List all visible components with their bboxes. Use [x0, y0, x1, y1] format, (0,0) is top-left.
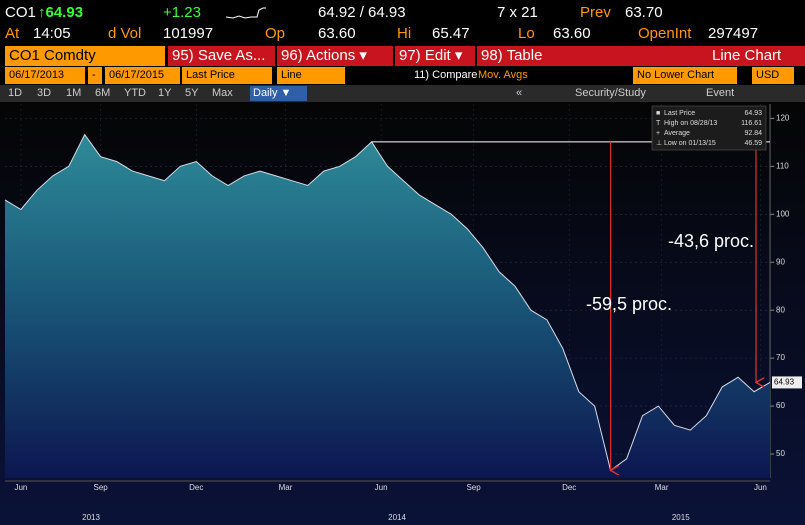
legend-icon: ⊥: [656, 140, 662, 147]
range-button[interactable]: 1Y: [158, 87, 172, 99]
legend-icon: ■: [656, 110, 660, 117]
size: 7 x 21: [497, 4, 538, 21]
range-button[interactable]: Max: [212, 87, 233, 99]
prev-label: Prev: [580, 4, 611, 21]
range-button[interactable]: 6M: [95, 87, 111, 99]
high-label: Hi: [397, 25, 412, 42]
legend-label: High on 08/28/13: [664, 120, 717, 127]
y-tick-label: 100: [776, 209, 790, 218]
style-select[interactable]: Line: [277, 67, 345, 84]
y-tick-label: 90: [776, 257, 785, 266]
price-line: [4, 133, 771, 472]
legend-label: Last Price: [664, 110, 695, 117]
open-interest: 297497: [708, 25, 759, 42]
x-tick-label: Jun: [754, 483, 767, 492]
vol-label: d Vol: [108, 25, 142, 42]
chart: 50 60 70 80 90 100 110 120 Jun Sep Dec Mar Jun Sep Dec…: [0, 102, 805, 525]
legend-icon: T: [656, 120, 661, 127]
x-tick-label: Dec: [189, 483, 203, 492]
y-tick-label: 50: [776, 449, 785, 458]
year-label: 2014: [388, 513, 406, 522]
legend-label: Average: [664, 130, 690, 137]
change: +1.23: [163, 4, 201, 21]
event-button[interactable]: Event: [706, 87, 735, 99]
range-button[interactable]: 1M: [66, 87, 82, 99]
last-price-tag-label: 64.93: [774, 378, 795, 387]
low-label: Lo: [518, 25, 535, 42]
at-label: At: [5, 25, 20, 42]
legend-label: Low on 01/13/15: [664, 140, 716, 147]
compare-button[interactable]: 11) Compare: [414, 69, 478, 81]
toolbar-button[interactable]: 98) Table: [475, 46, 575, 66]
x-tick-label: Jun: [375, 483, 388, 492]
range-button[interactable]: YTD: [124, 87, 146, 99]
last-price-tag: [772, 376, 802, 389]
prev: 63.70: [625, 4, 663, 21]
y-tick-label: 70: [776, 353, 785, 362]
date-dash: -: [88, 67, 102, 84]
toolbar-button[interactable]: 97) Edit ▾: [393, 46, 471, 66]
start-date[interactable]: 06/17/2013: [5, 67, 85, 84]
x-tick-label: Jun: [14, 483, 27, 492]
x-tick-label: Mar: [655, 483, 669, 492]
y-tick-label: 80: [776, 305, 785, 314]
field-select[interactable]: Last Price: [182, 67, 272, 84]
security-input[interactable]: CO1 Comdty: [5, 46, 165, 66]
legend-icon: +: [656, 130, 660, 137]
toolbar-button[interactable]: 95) Save As...: [172, 47, 266, 64]
ticker: CO1: [5, 4, 36, 21]
volume: 101997: [163, 25, 214, 42]
chart-kind[interactable]: Line Chart: [712, 47, 782, 64]
range-button[interactable]: 5Y: [185, 87, 199, 99]
high: 65.47: [432, 25, 470, 42]
range-bar: [0, 85, 805, 102]
range-button[interactable]: 1D: [8, 87, 23, 99]
year-label: 2013: [82, 513, 100, 522]
oi-label: OpenInt: [638, 25, 692, 42]
legend-value: 64.93: [744, 110, 762, 117]
legend-box: [651, 105, 767, 151]
currency-select[interactable]: USD: [752, 67, 794, 84]
annotation: -59,5 proc.: [586, 294, 672, 314]
open-label: Op: [265, 25, 286, 42]
y-tick-label: 60: [776, 401, 785, 410]
open: 63.60: [318, 25, 356, 42]
y-tick-label: 120: [776, 113, 790, 122]
period-select[interactable]: Daily ▼: [250, 86, 307, 101]
toolbar-bar: [168, 46, 805, 66]
year-label: 2015: [672, 513, 690, 522]
range-button[interactable]: 3D: [37, 87, 52, 99]
legend-value: 92.84: [744, 130, 762, 137]
bid-ask: 64.92 / 64.93: [318, 4, 406, 21]
x-tick-label: Sep: [94, 483, 109, 492]
y-tick-label: 110: [776, 161, 789, 170]
low: 63.60: [553, 25, 591, 42]
last-price: ↑64.93: [38, 4, 84, 21]
legend-value: 116.61: [741, 120, 762, 127]
x-tick-label: Sep: [466, 483, 481, 492]
mov-avgs-button[interactable]: Mov. Avgs: [478, 69, 528, 81]
sparkline: [225, 7, 266, 19]
lower-chart-select[interactable]: No Lower Chart: [633, 67, 737, 84]
collapse-button[interactable]: «: [516, 87, 523, 99]
study-button[interactable]: Security/Study: [575, 87, 646, 99]
end-date[interactable]: 06/17/2015: [105, 67, 180, 84]
time: 14:05: [33, 25, 71, 42]
toolbar-button[interactable]: 96) Actions ▾: [275, 46, 387, 66]
legend-value: 46.59: [744, 140, 762, 147]
x-tick-label: Dec: [562, 483, 576, 492]
x-tick-label: Mar: [279, 483, 293, 492]
annotation: -43,6 proc.: [668, 231, 754, 251]
